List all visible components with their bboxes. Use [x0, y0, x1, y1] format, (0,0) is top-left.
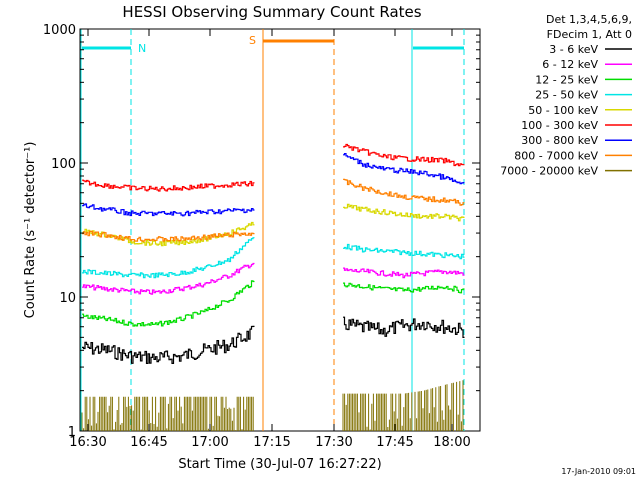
x-tick-label: 17:00: [191, 435, 228, 450]
x-tick-label: 17:45: [376, 435, 413, 450]
series-line-3-6--seg2: [343, 316, 465, 338]
series-line-25-50--seg2: [343, 243, 465, 260]
y-axis-label: Count Rate (s⁻¹ detector⁻¹): [23, 142, 38, 319]
flag-markers: NS: [80, 29, 465, 431]
x-axis-label: Start Time (30-Jul-07 16:27:22): [178, 457, 381, 472]
series-line-7000-20000--seg1: [81, 396, 254, 431]
legend-item-label: 300 - 800 keV: [521, 134, 598, 147]
legend: Det 1,3,4,5,6,9, FDecim 1, Att 0 3 - 6 keV…: [500, 13, 632, 178]
x-tick-label: 18:00: [433, 435, 470, 450]
series-layer: [81, 143, 465, 431]
series-line-12-25--seg2: [343, 282, 465, 294]
series-line-25-50--seg1: [82, 237, 255, 279]
series-line-12-25--seg1: [82, 280, 255, 327]
series-line-6-12--seg2: [343, 267, 465, 279]
y-tick-label: 10: [59, 291, 76, 306]
series-line-800-7000--seg1: [82, 230, 255, 242]
axis-ticks: 16:30 16:45 17:00 17:15 17:30 17:45 18:00 1 10 10…: [43, 23, 480, 450]
x-tick-label: 17:30: [315, 435, 352, 450]
series-line-800-7000--seg2: [343, 178, 465, 206]
x-tick-label: 17:15: [253, 435, 290, 450]
series-line-300-800--seg2: [343, 153, 465, 185]
y-tick-label: 100: [51, 157, 76, 172]
legend-header-2: FDecim 1, Att 0: [547, 28, 632, 41]
series-line-300-800--seg1: [82, 203, 255, 217]
series-line-100-300--seg2: [343, 143, 465, 167]
footer-date: 17-Jan-2010 09:01: [561, 467, 636, 476]
legend-item-label: 25 - 50 keV: [535, 89, 598, 102]
legend-item-label: 800 - 7000 keV: [514, 149, 598, 162]
night-flag-label: N: [138, 42, 146, 55]
series-line-50-100--seg2: [343, 203, 465, 222]
x-tick-label: 16:30: [69, 435, 106, 450]
legend-header-1: Det 1,3,4,5,6,9,: [546, 13, 632, 26]
saa-flag-label: S: [249, 34, 256, 47]
y-tick-label: 1: [68, 425, 76, 440]
legend-item-label: 12 - 25 keV: [535, 73, 598, 86]
legend-item-label: 100 - 300 keV: [521, 119, 598, 132]
legend-item-label: 6 - 12 keV: [542, 58, 598, 71]
series-line-6-12--seg1: [82, 262, 255, 295]
x-tick-label: 16:45: [130, 435, 167, 450]
series-line-100-300--seg1: [82, 179, 255, 192]
legend-item-label: 3 - 6 keV: [549, 43, 598, 56]
series-line-3-6--seg1: [82, 325, 255, 364]
series-line-7000-20000--seg2: [342, 380, 464, 431]
legend-item-label: 7000 - 20000 keV: [500, 165, 598, 178]
legend-item-label: 50 - 100 keV: [528, 104, 598, 117]
chart-title: HESSI Observing Summary Count Rates: [122, 3, 421, 21]
plot-frame: [79, 28, 481, 432]
y-tick-label: 1000: [43, 23, 76, 38]
